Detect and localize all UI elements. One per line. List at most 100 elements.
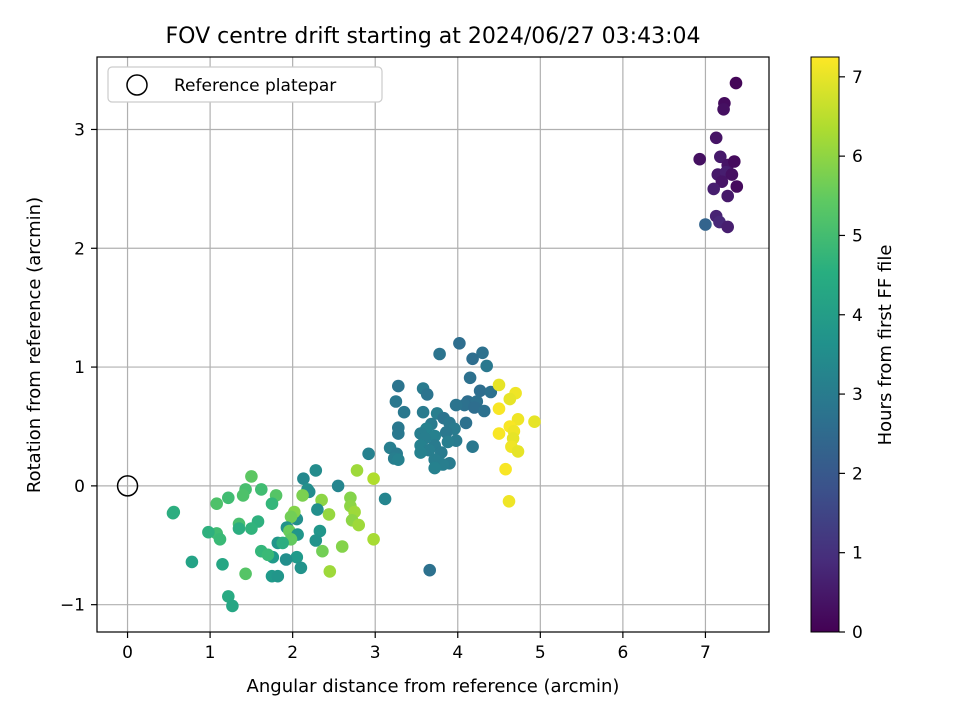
- scatter-point: [271, 569, 285, 583]
- chart-title: FOV centre drift starting at 2024/06/27 …: [166, 24, 701, 49]
- scatter-point: [511, 413, 525, 426]
- scatter-point: [428, 461, 442, 475]
- scatter-point: [222, 590, 235, 603]
- scatter-point: [296, 489, 309, 502]
- scatter-point: [284, 510, 298, 524]
- scatter-point: [316, 544, 329, 558]
- colorbar-tick-label: 4: [852, 306, 863, 326]
- scatter-point: [503, 392, 517, 406]
- x-tick-label: 0: [122, 643, 133, 663]
- reference-marker-group: [116, 475, 139, 497]
- scatter-point: [459, 416, 473, 430]
- x-tick-label: 6: [617, 643, 628, 663]
- scatter-point: [499, 462, 512, 476]
- scatter-point: [414, 446, 427, 459]
- y-tick-label: −1: [60, 596, 85, 616]
- scatter-point: [709, 131, 723, 145]
- scatter-point: [290, 550, 304, 564]
- scatter-point: [389, 395, 403, 408]
- scatter-point: [202, 525, 215, 539]
- scatter-point: [297, 472, 310, 486]
- y-axis-label: Rotation from reference (arcmin): [24, 197, 45, 493]
- colorbar-ticks: 0 1 2 3 4 5 6 7: [839, 68, 863, 643]
- data-points: [166, 76, 744, 613]
- colorbar-tick-label: 1: [852, 544, 863, 564]
- x-axis-label: Angular distance from reference (arcmin): [247, 676, 620, 697]
- scatter-point: [350, 464, 364, 477]
- scatter-point: [480, 359, 494, 373]
- scatter-point: [477, 404, 491, 418]
- scatter-point: [721, 220, 734, 234]
- scatter-point: [433, 347, 446, 361]
- scatter-point: [261, 548, 275, 562]
- scatter-point: [397, 405, 411, 419]
- colorbar-label: Hours from first FF file: [875, 245, 896, 446]
- reference-platepar-marker: [116, 475, 139, 497]
- colorbar-tick-label: 3: [852, 385, 863, 405]
- y-tick-label: 1: [74, 358, 85, 378]
- scatter-point: [476, 346, 489, 360]
- scatter-point: [313, 524, 327, 538]
- scatter-point: [511, 445, 525, 458]
- legend-reference-marker: [126, 74, 148, 96]
- scatter-point: [276, 536, 290, 550]
- colorbar-tick-label: 0: [852, 623, 863, 643]
- scatter-point: [492, 402, 506, 416]
- x-tick-label: 3: [370, 643, 381, 663]
- scatter-point: [449, 398, 463, 412]
- scatter-point: [213, 533, 227, 546]
- scatter-point: [245, 522, 258, 535]
- scatter-point: [693, 152, 706, 166]
- legend-entry-reference-platepar: Reference platepar: [174, 76, 336, 96]
- y-axis-ticks: −1 0 1 2 3: [60, 120, 97, 616]
- scatter-point: [473, 384, 487, 398]
- grid-lines: [97, 57, 769, 632]
- scatter-point: [725, 168, 739, 181]
- scatter-point: [707, 182, 720, 196]
- scatter-point: [245, 470, 258, 483]
- scatter-point: [222, 491, 235, 505]
- x-tick-label: 2: [287, 643, 298, 663]
- scatter-point: [416, 405, 430, 419]
- plot-frame: [96, 56, 770, 633]
- scatter-point: [466, 440, 479, 454]
- colorbar-tick-label: 5: [852, 226, 863, 246]
- y-tick-label: 3: [74, 120, 85, 140]
- colorbar-tick-label: 6: [852, 147, 863, 167]
- scatter-point: [492, 427, 506, 440]
- scatter-point: [322, 508, 336, 521]
- scatter-point: [423, 563, 437, 577]
- colorbar-tick-label: 2: [852, 464, 863, 484]
- scatter-point: [453, 337, 466, 350]
- scatter-point: [715, 175, 729, 188]
- colorbar-tick-label: 7: [852, 68, 863, 88]
- scatter-point: [392, 453, 405, 467]
- scatter-point: [714, 150, 727, 164]
- scatter-point: [239, 567, 252, 581]
- scatter-point: [335, 540, 349, 553]
- legend-box: [107, 66, 383, 103]
- scatter-point: [311, 503, 324, 516]
- scatter-point: [466, 352, 479, 366]
- scatter-point: [309, 534, 323, 547]
- x-tick-label: 7: [700, 643, 711, 663]
- scatter-point: [185, 555, 199, 569]
- scatter-point: [378, 492, 392, 506]
- scatter-point: [210, 497, 223, 511]
- scatter-point: [309, 464, 323, 477]
- colorbar: [810, 56, 840, 633]
- scatter-point: [331, 479, 345, 493]
- scatter-point: [502, 495, 516, 508]
- scatter-point: [216, 558, 229, 571]
- legend: Reference platepar: [107, 66, 383, 103]
- scatter-point: [428, 429, 442, 443]
- scatter-point: [392, 427, 405, 440]
- y-tick-label: 2: [74, 239, 85, 259]
- scatter-point: [315, 493, 328, 507]
- scatter-point: [729, 76, 743, 90]
- scatter-point: [717, 103, 730, 116]
- scatter-point: [232, 522, 246, 535]
- scatter-point: [166, 506, 180, 520]
- x-tick-label: 4: [452, 643, 463, 663]
- scatter-point: [699, 218, 712, 231]
